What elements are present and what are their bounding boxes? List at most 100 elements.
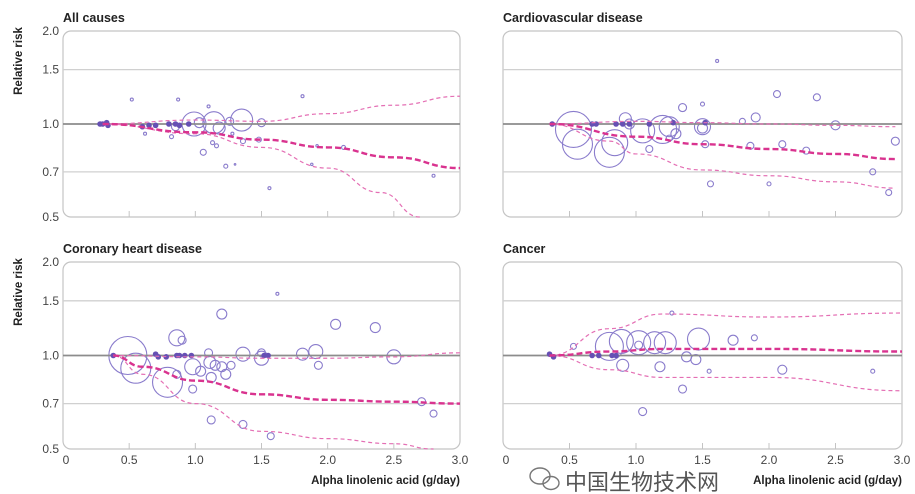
study-point-open <box>699 101 706 107</box>
study-point-reference <box>146 122 152 129</box>
y-axis-label: Relative risk <box>13 258 25 326</box>
study-point-open <box>634 340 644 350</box>
x-tick-label: 0.5 <box>561 453 578 467</box>
study-point-open <box>750 112 761 123</box>
study-point-reference <box>261 352 267 359</box>
study-point-open <box>561 128 594 160</box>
study-point-reference <box>646 121 653 127</box>
study-point-open <box>869 168 877 176</box>
study-point-open <box>275 291 280 296</box>
study-point-open <box>313 360 323 370</box>
study-point-open <box>230 131 235 136</box>
x-tick-label: 0 <box>503 453 510 467</box>
ci-lower-curve <box>549 123 896 189</box>
ci-upper-curve <box>549 120 896 128</box>
study-point-open <box>608 328 634 354</box>
y-tick-label: 2.0 <box>42 255 59 269</box>
y-tick-label: 1.0 <box>42 349 59 363</box>
panel-title: Coronary heart disease <box>63 242 202 256</box>
study-point-open <box>267 186 272 191</box>
study-point-open <box>330 318 342 330</box>
panel-4: Cancer 0 0.5 1.0 1.5 2.0 2.5 3.0 Alpha linolenic… <box>502 242 911 487</box>
study-point-open <box>235 346 251 362</box>
study-point-open <box>569 342 578 350</box>
study-point-open <box>216 361 228 373</box>
study-point-reference <box>185 121 192 127</box>
study-point-open <box>239 138 247 145</box>
study-point-open <box>310 162 314 167</box>
study-point-open <box>188 384 198 394</box>
study-point-open <box>750 334 758 342</box>
watermark: 中国生物技术网 <box>529 467 719 494</box>
study-point-reference <box>626 121 633 127</box>
study-point-open <box>176 97 181 102</box>
study-point-reference <box>613 352 619 359</box>
study-point-reference <box>176 352 183 359</box>
study-point-open <box>295 347 310 361</box>
study-point-reference <box>152 122 159 129</box>
x-tick-label: 1.5 <box>694 453 711 467</box>
study-point-reference <box>609 352 615 359</box>
study-point-open <box>670 128 682 140</box>
x-axis-label: Alpha linolenic acid (g/day) <box>311 475 460 487</box>
study-point-open <box>429 409 438 418</box>
dose-response-curve <box>113 354 461 405</box>
study-point-open <box>195 365 207 377</box>
study-point-open <box>209 359 221 371</box>
study-point-open <box>431 173 436 178</box>
study-point-open <box>772 90 782 99</box>
study-point-reference <box>670 119 677 126</box>
study-point-open <box>645 144 654 154</box>
study-point-open <box>677 103 688 113</box>
y-tick-label: 0.7 <box>42 165 59 179</box>
x-tick-label: 3.0 <box>894 453 911 467</box>
study-point-reference <box>176 122 183 129</box>
x-tick-label: 3.0 <box>452 453 469 467</box>
study-point-open <box>266 432 275 441</box>
study-point-open <box>226 360 236 370</box>
x-tick-label: 2.0 <box>319 453 336 467</box>
study-point-open <box>554 110 593 149</box>
study-point-open <box>216 308 228 320</box>
x-tick-label: 2.5 <box>827 453 844 467</box>
study-point-reference <box>619 121 626 127</box>
study-point-reference <box>188 352 195 359</box>
study-point-open <box>766 181 772 187</box>
x-tick-label: 2.0 <box>761 453 778 467</box>
study-point-open <box>340 144 347 150</box>
study-point-open <box>693 118 712 136</box>
study-point-open <box>203 355 217 369</box>
study-point-open <box>653 331 677 355</box>
study-point-open <box>193 117 205 129</box>
y-tick-label: 0.5 <box>42 442 59 456</box>
study-point-reference <box>613 121 619 127</box>
panel-3: Coronary heart disease 2.0 1.5 1.0 0.7 0.5 Rel… <box>13 242 469 487</box>
study-point-open <box>233 163 237 166</box>
panel-title: Cardiovascular disease <box>503 11 643 25</box>
study-point-open <box>677 384 688 394</box>
study-point-open <box>778 140 787 149</box>
study-point-open <box>601 129 629 157</box>
panel-1: All causes 2.0 1.5 1.0 0.7 0.5 Relative risk <box>13 11 461 224</box>
study-point-open <box>120 352 152 384</box>
study-point-open <box>706 180 715 188</box>
study-point-open <box>206 104 211 109</box>
study-point-open <box>658 116 680 138</box>
x-tick-label: 2.5 <box>385 453 402 467</box>
study-point-open <box>151 366 184 398</box>
dose-response-curve <box>549 347 903 357</box>
study-point-open <box>142 131 148 136</box>
study-point-reference <box>181 352 188 359</box>
study-point-reference <box>595 352 602 359</box>
study-point-reference <box>265 352 271 359</box>
study-point-open <box>220 368 232 380</box>
study-point-open <box>616 358 630 372</box>
y-tick-label: 1.0 <box>42 117 59 131</box>
study-point-reference <box>163 354 170 360</box>
ci-lower-curve <box>549 354 903 392</box>
study-point-open <box>669 310 675 316</box>
ci-upper-curve <box>102 95 461 125</box>
dose-response-curve <box>102 122 461 170</box>
x-tick-label: 0 <box>63 453 70 467</box>
y-tick-label: 2.0 <box>42 24 59 38</box>
